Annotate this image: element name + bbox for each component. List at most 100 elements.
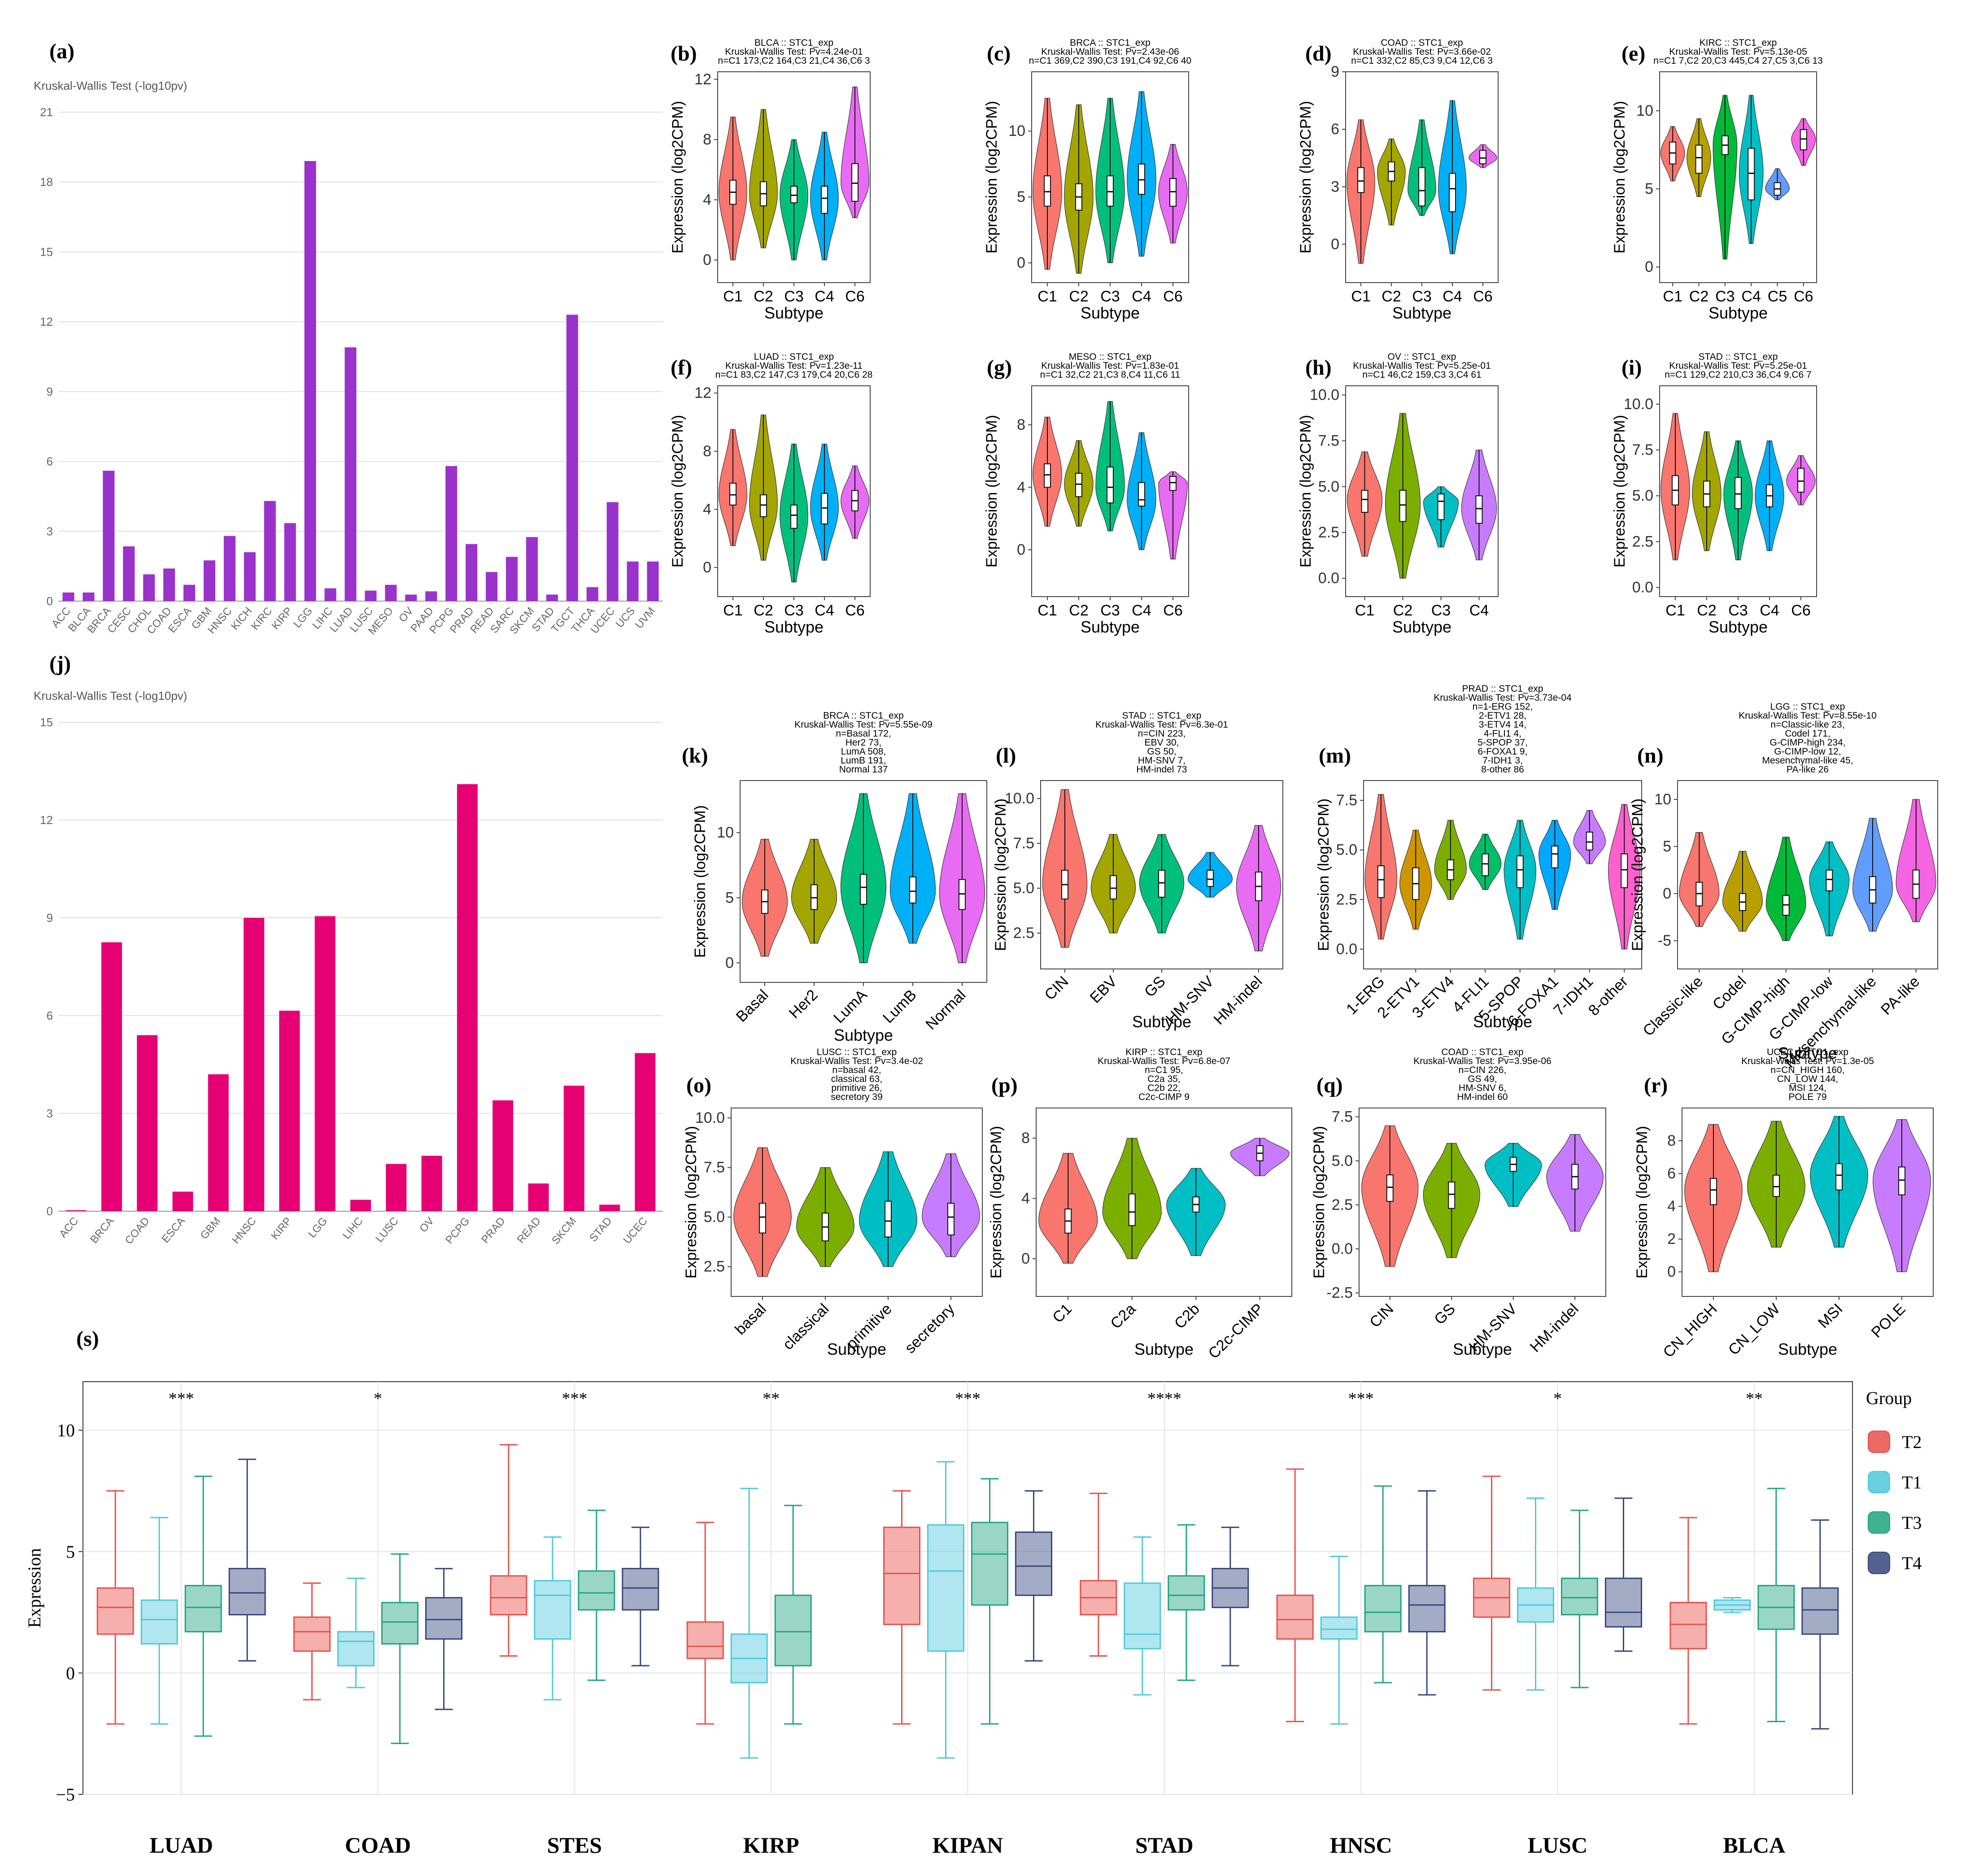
bar [599,1204,620,1211]
x-tick-label: KIRP [270,605,295,632]
bar [65,1210,87,1211]
y-tick-label: 9 [47,385,53,398]
legend-swatch [1868,1552,1890,1574]
box [971,1522,1008,1606]
sample-count-label: HM-SNV 7, [1138,755,1185,766]
x-tick-label: LGG [306,1215,330,1240]
y-tick-label: 7.5 [1013,835,1034,852]
x-tick-label: HM-indel [1527,1300,1582,1356]
box [425,1597,462,1640]
y-tick-label: 3 [1331,178,1339,195]
x-tick-label: Classic-like [1640,973,1706,1039]
y-tick-label: 5.0 [1332,1152,1353,1169]
x-tick-label: C5 [1768,288,1787,305]
sample-count-label: n=Basal 172, [836,729,891,739]
y-tick-label: 18 [40,175,53,189]
chart-title: LUSC :: STC1_exp [817,1047,897,1057]
x-tick-label: CN_HIGH [1660,1300,1721,1361]
panel-label: (c) [987,42,1011,65]
box [774,1594,812,1667]
x-tick-label: GBM [198,1215,223,1242]
box [1479,150,1486,165]
y-axis-label: Expression (log2CPM) [669,415,686,567]
y-tick-label: 6 [1331,121,1339,138]
y-tick-label: 6 [1667,1165,1676,1182]
box [1898,1166,1905,1195]
bar [208,1074,229,1211]
y-tick-label: 9 [47,911,53,925]
box [1748,148,1755,201]
panel-label: (a) [49,39,74,63]
bar [385,585,397,601]
y-tick-label: 10 [57,1420,75,1440]
x-tick-label: KIRP [743,1832,799,1858]
x-tick-label: HM-indel [1211,973,1266,1028]
y-tick-label: 10.0 [1310,386,1339,403]
y-tick-label: 12 [40,315,53,328]
bar [103,471,115,601]
box [1168,1575,1205,1611]
chart-subtitle: Kruskal-Wallis Test: Pv=1.83e-01 [1041,361,1179,371]
legend-swatch [1868,1511,1890,1534]
y-axis-label: Expression (log2CPM) [1634,1126,1651,1278]
y-tick-label: 0 [1017,541,1025,558]
x-tick-label: C1 [1355,602,1374,619]
chart-subtitle: Kruskal-Wallis Test: Pv=5.25e-01 [1669,361,1807,371]
panel-label: (d) [1305,42,1332,65]
bar [183,585,196,601]
y-tick-label: 5 [725,889,734,906]
box [729,483,737,506]
chart-title: MESO :: STC1_exp [1069,352,1151,362]
y-tick-label: 2.5 [1336,891,1357,908]
x-tick-label: C3 [1431,602,1451,619]
significance-label: *** [562,1389,587,1408]
y-tick-label: 5.0 [704,1208,725,1226]
sample-count-label: n=C1 129,C2 210,C3 36,C4 9,C6 7 [1665,370,1811,380]
sample-count-label: PA-like 26 [1787,764,1829,775]
x-tick-label: PCPG [443,1215,472,1246]
chart-subtitle: Kruskal-Wallis Test: Pv=6.8e-07 [1098,1056,1230,1066]
box [885,1200,892,1238]
bar [83,592,95,601]
sample-count-label: Mesenchymal-like 45, [1762,755,1853,766]
x-tick-label: Her2 [786,986,821,1022]
x-tick-label: C2 [1689,288,1708,305]
y-tick-label: 8 [1021,1130,1030,1147]
box [1437,493,1445,520]
sample-count-label: 3-ETV4 14, [1479,720,1526,730]
x-tick-label: C2 [754,602,773,619]
y-axis-label: Expression (log2CPM) [1311,1126,1328,1278]
bar-chart-a: (a) Kruskal-Wallis Test (-log10pv) 0 3 6 9 12 1… [34,39,663,637]
box [1449,173,1456,212]
y-tick-label: 7.5 [1318,432,1339,449]
x-tick-label: CN_LOW [1725,1300,1783,1359]
bar [466,544,478,601]
sample-count-label: n=C1 332,C2 85,C3 9,C4 12,C6 3 [1351,56,1493,66]
legend-label: T2 [1902,1432,1922,1452]
sample-count-label: GS 50, [1147,746,1176,757]
significance-label: *** [955,1389,981,1408]
bar [304,161,316,601]
y-tick-label: −5 [56,1784,75,1805]
y-axis-label: Expression (log2CPM) [692,805,709,958]
chart-title: OV :: STC1_exp [1388,352,1456,362]
chart-title: Kruskal-Wallis Test (-log10pv) [34,689,187,702]
x-tick-label: LUSC [1528,1832,1587,1858]
x-tick-label: UVM [633,605,658,631]
box [1482,853,1489,877]
x-tick-label: STAD [587,1215,615,1244]
x-tick-label: C2a [1107,1300,1139,1332]
x-tick-label: C4 [1132,288,1151,305]
panel-label: (p) [991,1073,1018,1097]
chart-title: COAD :: STC1_exp [1441,1047,1523,1057]
y-tick-label: 0.0 [1336,941,1357,958]
sample-count-label: n=CIN 226, [1459,1065,1507,1075]
x-tick-label: GS [1431,1300,1459,1328]
